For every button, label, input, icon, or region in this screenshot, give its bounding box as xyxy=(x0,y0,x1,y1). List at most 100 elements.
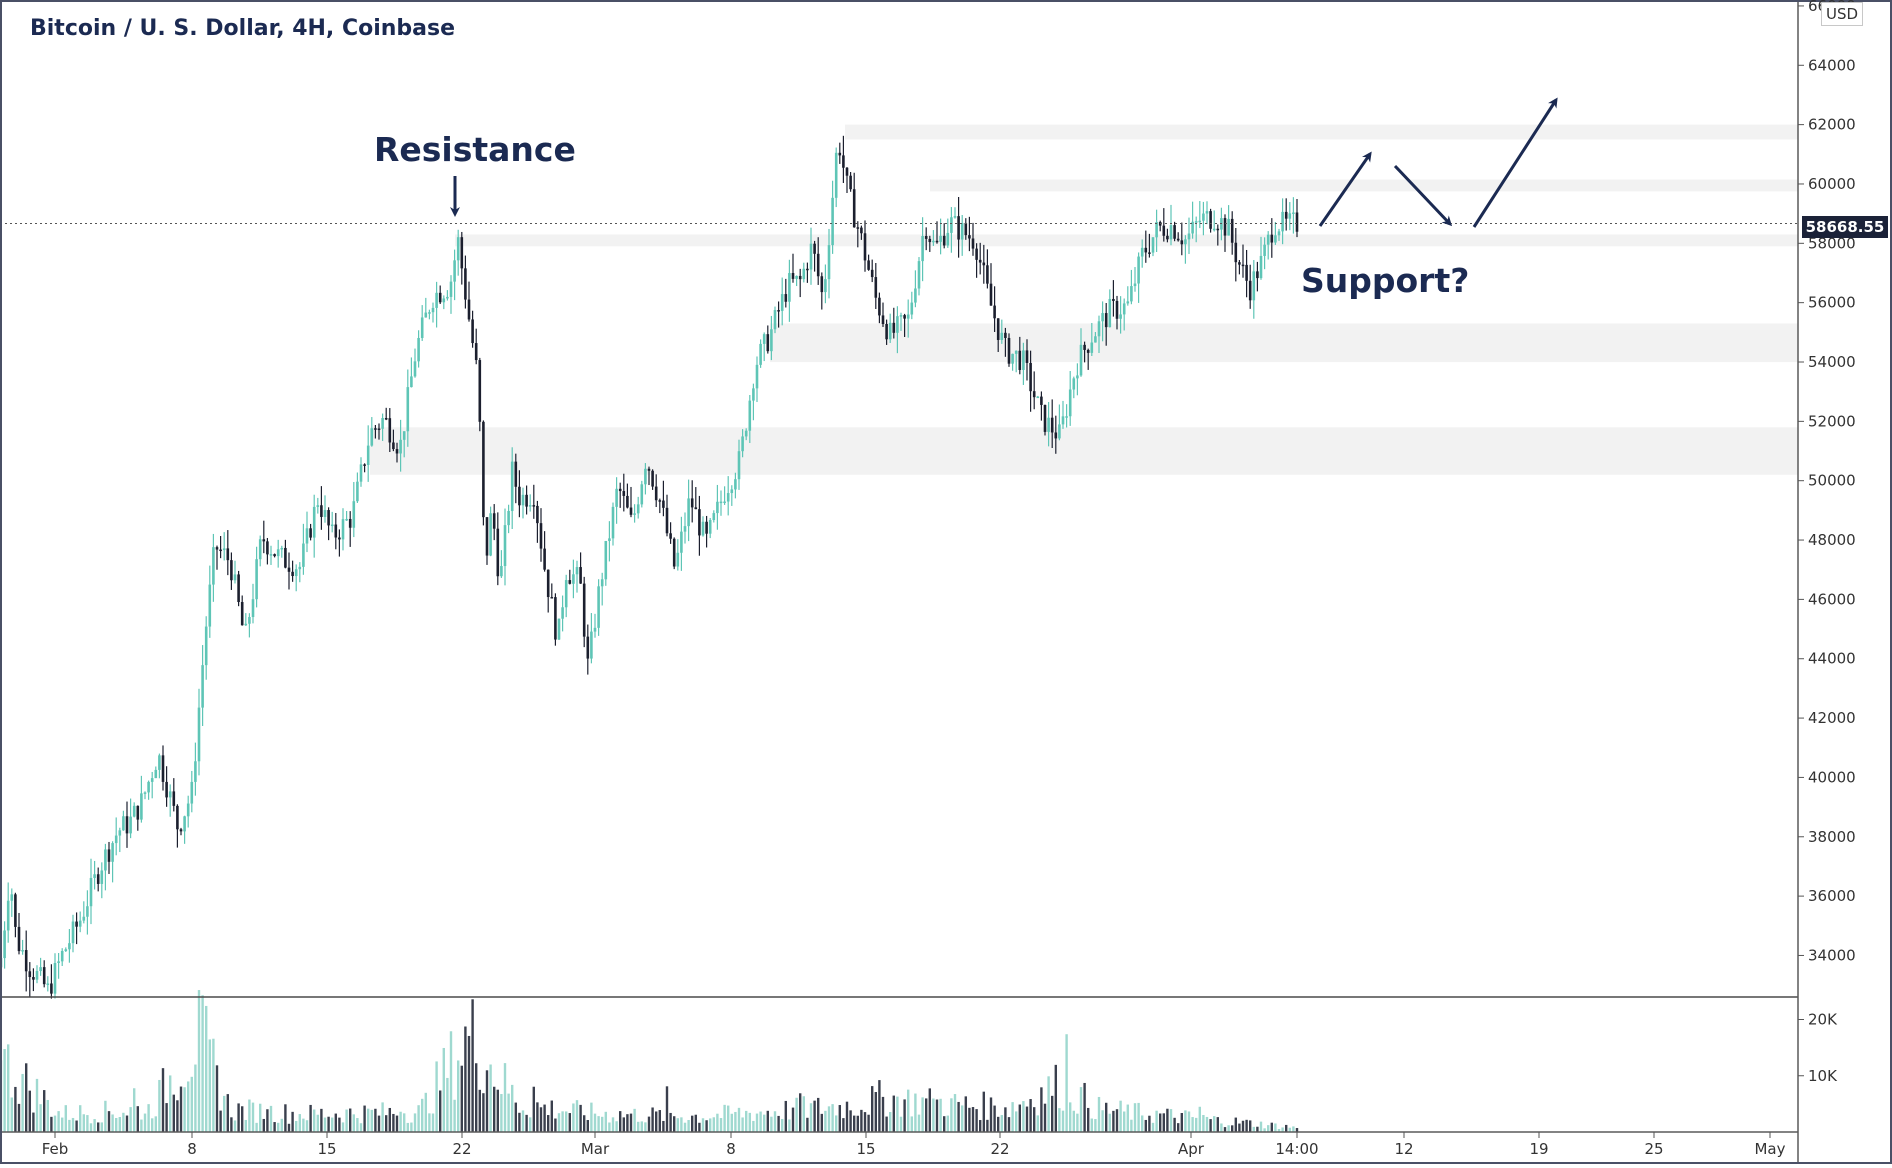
volume-bar xyxy=(169,1075,172,1132)
candle-body xyxy=(435,292,438,308)
volume-bar xyxy=(604,1111,607,1132)
volume-bar xyxy=(975,1109,978,1132)
candle-body xyxy=(89,877,93,907)
volume-bar xyxy=(100,1122,103,1132)
x-tick-label: May xyxy=(1754,1140,1785,1158)
volume-bar xyxy=(1180,1113,1183,1132)
volume-bar xyxy=(43,1090,46,1132)
candle-body xyxy=(384,418,388,420)
volume-bar xyxy=(219,1110,222,1132)
candle-body xyxy=(640,484,644,505)
candle-body xyxy=(986,265,989,284)
candle-body xyxy=(971,238,975,249)
candle-body xyxy=(1025,350,1029,363)
candle-body xyxy=(420,317,424,338)
candle-body xyxy=(366,445,370,465)
candle-body xyxy=(327,510,330,526)
volume-bar xyxy=(251,1102,255,1132)
volume-bar xyxy=(1087,1107,1090,1132)
volume-bar xyxy=(691,1115,694,1132)
candle-body xyxy=(1155,222,1158,238)
volume-bar xyxy=(759,1111,762,1132)
volume-bar xyxy=(1263,1128,1266,1132)
last-price-tag: 58668.55 xyxy=(1802,216,1888,238)
volume-bar xyxy=(334,1113,337,1132)
candle-body xyxy=(960,222,964,240)
candle-body xyxy=(244,623,248,626)
volume-bar xyxy=(626,1114,629,1132)
currency-label[interactable]: USD xyxy=(1821,2,1864,26)
candle-body xyxy=(1259,255,1263,279)
volume-bar xyxy=(989,1097,993,1132)
volume-bar xyxy=(331,1117,334,1132)
candle-body xyxy=(719,501,723,504)
volume-bar xyxy=(871,1086,874,1132)
volume-bar xyxy=(194,1064,197,1132)
candle-body xyxy=(597,586,600,628)
candle-body xyxy=(1205,211,1209,214)
candle-body xyxy=(1227,218,1230,236)
volume-bar xyxy=(593,1113,597,1132)
volume-bar xyxy=(503,1063,507,1132)
candle-body xyxy=(28,971,32,978)
volume-bar xyxy=(323,1117,327,1132)
volume-bar xyxy=(1295,1128,1299,1132)
volume-bar xyxy=(1018,1104,1021,1132)
candle-body xyxy=(410,376,413,388)
candle-body xyxy=(651,470,654,487)
candle-body xyxy=(183,816,186,832)
volume-bar xyxy=(539,1107,543,1132)
volume-bar xyxy=(1252,1126,1255,1132)
candle-body xyxy=(788,273,791,302)
volume-bar xyxy=(367,1108,370,1132)
volume-tick-label: 20K xyxy=(1808,1011,1838,1029)
volume-bar xyxy=(439,1090,442,1132)
candle-body xyxy=(939,235,942,242)
sr-zone xyxy=(370,427,1798,475)
volume-bar xyxy=(406,1122,409,1132)
candle-body xyxy=(888,322,892,340)
volume-bar xyxy=(802,1096,805,1132)
candle-body xyxy=(1050,417,1054,433)
volume-bar xyxy=(1141,1115,1144,1132)
candle-body xyxy=(1173,225,1176,239)
candle-body xyxy=(694,507,698,510)
candle-body xyxy=(1022,350,1025,370)
y-tick-label: 50000 xyxy=(1808,472,1856,490)
candle-body xyxy=(478,360,482,422)
candle-body xyxy=(363,464,366,466)
volume-bar xyxy=(64,1105,67,1132)
volume-bar xyxy=(349,1108,352,1132)
candle-body xyxy=(824,279,827,293)
volume-bar xyxy=(637,1121,640,1132)
candle-body xyxy=(1202,213,1205,221)
candle-body xyxy=(586,636,590,659)
volume-bar xyxy=(1227,1125,1230,1132)
candle-body xyxy=(917,261,921,289)
volume-bar xyxy=(532,1086,535,1132)
volume-bar xyxy=(831,1104,834,1132)
candle-body xyxy=(1058,424,1061,439)
volume-bar xyxy=(374,1108,377,1132)
candle-body xyxy=(320,505,323,517)
candle-body xyxy=(762,334,766,344)
candle-body xyxy=(334,524,338,538)
volume-bar xyxy=(233,1120,237,1132)
volume-bar xyxy=(287,1123,291,1132)
volume-bar xyxy=(435,1061,438,1132)
volume-bar xyxy=(1061,1110,1065,1132)
volume-bar xyxy=(1220,1123,1223,1132)
candle-body xyxy=(248,617,251,624)
candle-body xyxy=(950,217,953,233)
volume-bar xyxy=(248,1099,251,1132)
volume-bar xyxy=(572,1103,575,1132)
breakout-arrow-up xyxy=(1318,151,1372,227)
volume-bar xyxy=(633,1108,636,1132)
volume-bar xyxy=(1036,1115,1039,1132)
x-tick-label: 22 xyxy=(990,1140,1009,1158)
candle-body xyxy=(1061,416,1065,425)
volume-bar xyxy=(1288,1127,1291,1132)
candle-body xyxy=(1040,396,1043,405)
candle-body xyxy=(618,488,622,492)
candle-body xyxy=(525,494,528,507)
